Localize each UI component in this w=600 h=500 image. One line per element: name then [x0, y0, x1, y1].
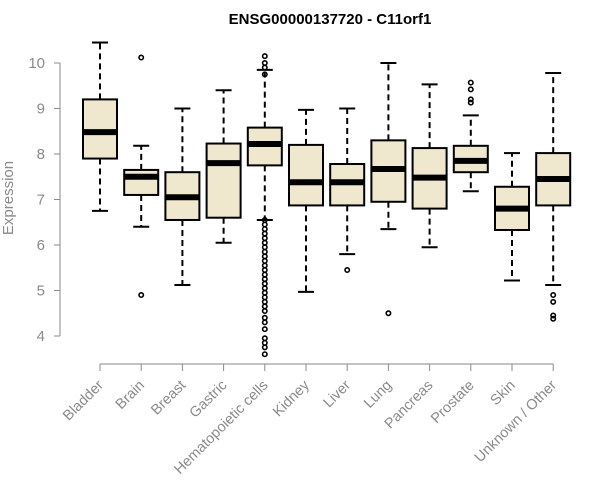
outlier-point [261, 344, 268, 351]
outlier-point [261, 71, 268, 78]
outlier-point [261, 303, 268, 310]
box-iqr [123, 168, 160, 196]
box-brain [123, 54, 160, 299]
x-tick-label: Breast [148, 378, 189, 419]
box-kidney [288, 108, 324, 293]
x-tick-label: Liver [320, 377, 354, 411]
outlier-point [261, 326, 268, 333]
box-iqr [205, 142, 242, 219]
outlier-point [550, 315, 557, 322]
outlier-point [138, 54, 145, 61]
y-tick-label: 10 [28, 55, 45, 72]
outlier-point [261, 239, 268, 246]
outlier-point [467, 99, 474, 106]
outlier-point [261, 298, 268, 305]
outlier-point [261, 53, 268, 60]
outlier-point [261, 253, 268, 260]
outlier-point [550, 298, 557, 305]
boxes-group [82, 41, 572, 358]
outlier-point [261, 59, 268, 66]
outlier-point [261, 257, 268, 264]
outlier-point [261, 294, 268, 301]
box-hematopoietic-cells [246, 53, 283, 358]
outlier-point [261, 221, 268, 228]
outlier-point [261, 64, 268, 71]
x-tick-label: Brain [113, 378, 148, 413]
y-tick-label: 9 [37, 101, 45, 118]
box-iqr [288, 143, 324, 207]
outlier-point [467, 79, 474, 86]
outlier-point [261, 289, 268, 296]
outlier-point [261, 280, 268, 287]
box-liver [329, 107, 366, 274]
outlier-point [261, 271, 268, 278]
outlier-point [261, 244, 268, 251]
box-lung [370, 62, 407, 317]
outlier-point [261, 285, 268, 292]
outlier-point [261, 262, 268, 269]
outlier-point [261, 314, 268, 321]
outlier-point [261, 339, 268, 346]
y-tick-label: 4 [37, 328, 45, 345]
outlier-point [261, 351, 268, 358]
y-axis-label: Expression [0, 161, 17, 235]
outlier-point [261, 276, 268, 283]
outlier-point [261, 267, 268, 274]
outlier-point [467, 96, 474, 103]
outlier-point [550, 312, 557, 319]
outlier-point [261, 235, 268, 242]
x-tick-label: Prostate [428, 378, 477, 427]
x-tick-label: Kidney [270, 377, 313, 420]
y-axis: 4 5 6 7 8 9 10 [28, 55, 61, 345]
box-iqr [82, 98, 118, 160]
outlier-point [467, 86, 474, 93]
outlier-point [138, 292, 145, 299]
outlier-point [261, 248, 268, 255]
outlier-point [261, 230, 268, 237]
outlier-point [261, 307, 268, 314]
x-tick-label: Skin [488, 378, 519, 409]
outlier-point [385, 310, 392, 317]
y-tick-label: 8 [37, 146, 45, 163]
outlier-point [261, 335, 268, 342]
outlier-point [344, 267, 351, 274]
y-tick-label: 5 [37, 283, 45, 300]
x-tick-label: Bladder [60, 377, 107, 424]
box-breast [164, 107, 201, 287]
y-tick-label: 7 [37, 192, 45, 209]
box-skin [494, 152, 530, 282]
box-unknown-other [535, 72, 572, 322]
outlier-point [261, 226, 268, 233]
y-tick-label: 6 [37, 237, 45, 254]
outlier-point [550, 292, 557, 299]
box-bladder [82, 41, 118, 212]
chart-title: ENSG00000137720 - C11orf1 [229, 11, 432, 28]
box-pancreas [411, 83, 448, 249]
box-prostate [452, 79, 489, 193]
box-gastric [205, 89, 242, 244]
outlier-point [261, 319, 268, 326]
x-tick-label: Lung [361, 378, 395, 412]
